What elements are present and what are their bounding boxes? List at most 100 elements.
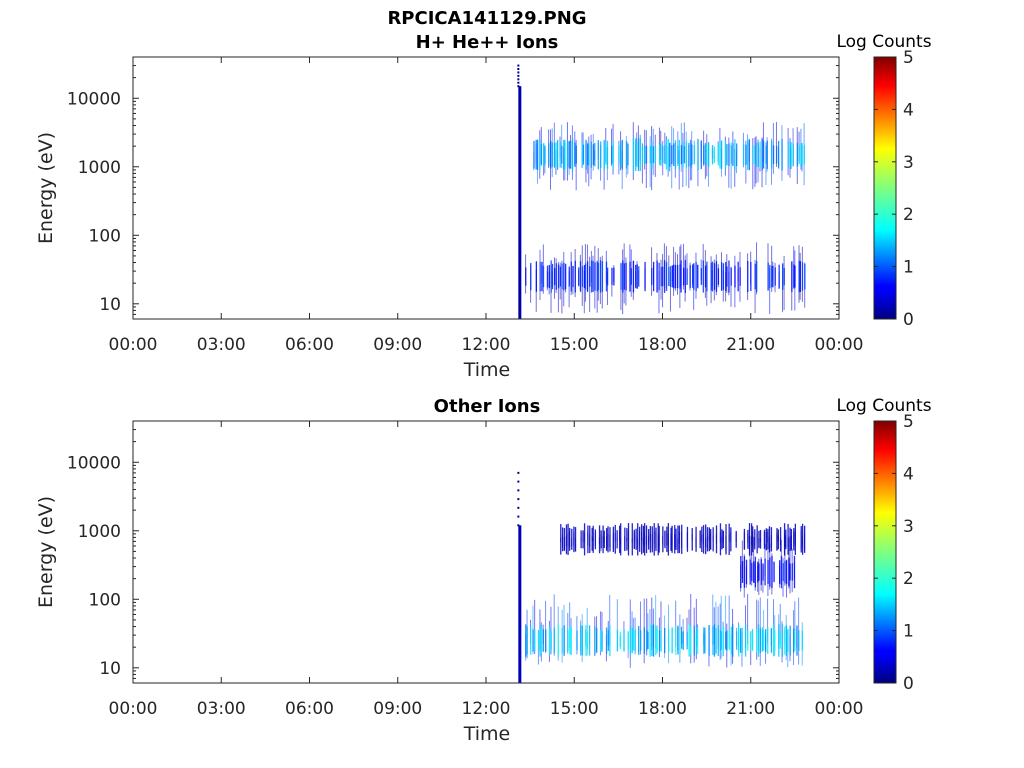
heatmap-peak <box>757 561 759 583</box>
y-axis-label: Energy (eV) <box>35 132 57 244</box>
heatmap-peak <box>710 262 712 291</box>
heatmap-dot <box>517 524 520 527</box>
x-tick-label: 15:00 <box>550 335 599 355</box>
heatmap-peak <box>640 630 642 651</box>
heatmap-peak <box>756 261 758 292</box>
heatmap-peak <box>576 630 578 651</box>
heatmap-peak <box>647 529 650 550</box>
heatmap-peak <box>525 267 527 286</box>
heatmap-peak <box>651 268 653 286</box>
heatmap-peak <box>533 140 535 169</box>
y-tick-label: 1000 <box>78 522 121 542</box>
heatmap-peak <box>565 524 568 555</box>
heatmap-peak <box>563 625 565 656</box>
x-tick-label: 09:00 <box>373 335 422 355</box>
heatmap-column <box>728 595 730 649</box>
heatmap-peak <box>798 145 800 165</box>
heatmap-peak <box>751 523 753 556</box>
heatmap-peak <box>725 524 727 555</box>
heatmap-peak <box>793 264 795 289</box>
heatmap-peak <box>715 627 717 654</box>
heatmap-peak <box>583 523 586 556</box>
heatmap-peak <box>637 138 640 172</box>
heatmap-peak <box>758 563 760 581</box>
heatmap-peak <box>657 523 659 556</box>
heatmap-column <box>586 607 588 656</box>
heatmap-peak <box>551 263 554 290</box>
heatmap-peak <box>759 628 762 653</box>
heatmap-peak <box>550 631 552 650</box>
heatmap-peak <box>770 628 773 653</box>
y-tick-label: 10000 <box>67 453 121 473</box>
heatmap-peak <box>541 261 543 292</box>
heatmap-peak <box>763 630 765 651</box>
heatmap-peak <box>789 625 791 656</box>
heatmap-peak <box>783 267 785 286</box>
heatmap-peak <box>798 630 800 651</box>
heatmap-peak <box>783 626 786 655</box>
heatmap-peak <box>612 141 614 169</box>
heatmap-peak <box>631 523 633 556</box>
heatmap-peak <box>570 261 572 292</box>
heatmap-peak <box>787 141 789 169</box>
heatmap-peak <box>788 557 790 587</box>
heatmap-peak <box>545 629 547 652</box>
heatmap-peak <box>744 624 747 657</box>
heatmap-peak <box>781 624 783 657</box>
heatmap-column <box>769 267 771 314</box>
heatmap-peak <box>741 561 744 583</box>
heatmap-peak <box>671 265 674 288</box>
heatmap-peak <box>596 261 598 292</box>
heatmap-peak <box>606 140 609 169</box>
heatmap-peak <box>677 626 679 655</box>
heatmap-peak <box>695 631 698 650</box>
heatmap-column <box>683 122 685 164</box>
y-tick-label: 100 <box>89 590 121 610</box>
heatmap-peak <box>632 260 635 293</box>
heatmap-peak <box>678 139 681 170</box>
heatmap-peak <box>638 626 640 655</box>
heatmap-peak <box>642 525 645 553</box>
heatmap-peak <box>751 630 754 651</box>
heatmap-peak <box>794 629 796 652</box>
heatmap-peak <box>588 625 591 656</box>
colorbar-tick-label: 1 <box>903 258 914 278</box>
heatmap-peak <box>573 526 575 553</box>
heatmap-peak <box>794 523 797 555</box>
x-tick-label: 03:00 <box>197 335 246 355</box>
heatmap-peak <box>765 629 767 652</box>
heatmap-peak <box>708 624 710 657</box>
heatmap-peak <box>550 260 552 293</box>
heatmap-peak <box>571 138 574 171</box>
colorbar-tick-label: 4 <box>903 464 914 484</box>
heatmap-peak <box>623 629 625 652</box>
heatmap-peak <box>654 146 657 164</box>
heatmap-peak <box>679 264 681 289</box>
heatmap-peak <box>601 631 603 650</box>
heatmap-peak <box>747 261 749 293</box>
heatmap-peak <box>711 145 714 165</box>
heatmap-peak <box>765 528 767 551</box>
heatmap-peak <box>754 263 756 290</box>
heatmap-peak <box>629 626 632 655</box>
heatmap-peak <box>594 626 596 655</box>
heatmap-peak <box>763 529 766 549</box>
heatmap-peak <box>540 627 543 654</box>
heatmap-peak <box>557 264 560 289</box>
heatmap-peak <box>602 525 604 554</box>
heatmap-peak <box>568 266 570 287</box>
heatmap-dot <box>517 71 520 74</box>
x-axis-label: Time <box>463 723 511 745</box>
heatmap-peak <box>791 563 793 581</box>
heatmap-peak <box>782 563 784 582</box>
heatmap-peak <box>596 628 598 653</box>
heatmap-peak <box>658 526 660 553</box>
heatmap-peak <box>682 141 684 168</box>
heatmap-peak <box>663 260 666 293</box>
x-tick-label: 15:00 <box>550 699 599 719</box>
heatmap-peak <box>697 264 699 289</box>
heatmap-peak <box>603 139 605 170</box>
heatmap-peak <box>749 559 751 585</box>
heatmap-column <box>767 598 769 644</box>
heatmap-peak <box>736 631 738 650</box>
